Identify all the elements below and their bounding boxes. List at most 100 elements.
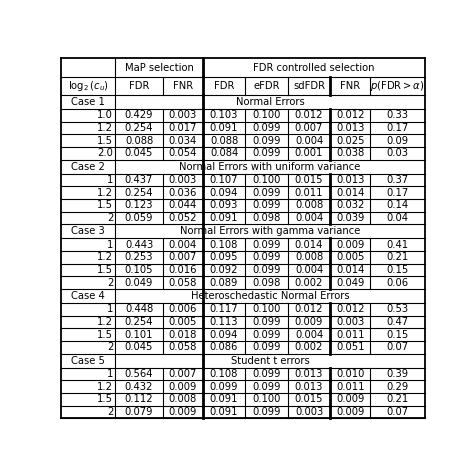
Text: 0.17: 0.17 xyxy=(386,123,409,133)
Text: 0.437: 0.437 xyxy=(125,175,153,185)
Text: 0.009: 0.009 xyxy=(336,240,365,250)
Text: 0.016: 0.016 xyxy=(168,265,197,275)
Text: 0.009: 0.009 xyxy=(169,382,197,392)
Text: 1.2: 1.2 xyxy=(97,123,113,133)
Text: 0.099: 0.099 xyxy=(252,123,281,133)
Text: 1: 1 xyxy=(107,304,113,314)
Text: 0.011: 0.011 xyxy=(336,382,365,392)
Text: 0.094: 0.094 xyxy=(210,329,238,340)
Text: 0.051: 0.051 xyxy=(336,342,365,352)
Text: 0.091: 0.091 xyxy=(210,394,238,405)
Text: 0.001: 0.001 xyxy=(295,148,323,159)
Text: 0.099: 0.099 xyxy=(252,136,281,146)
Text: Case 4: Case 4 xyxy=(72,291,105,301)
Text: Student t errors: Student t errors xyxy=(231,355,310,366)
Text: 0.099: 0.099 xyxy=(252,382,281,392)
Text: Case 5: Case 5 xyxy=(71,355,105,366)
Text: 0.012: 0.012 xyxy=(295,110,323,120)
Text: 0.47: 0.47 xyxy=(386,317,409,327)
Text: 0.010: 0.010 xyxy=(336,369,365,379)
Text: 0.21: 0.21 xyxy=(386,394,409,405)
Text: 1: 1 xyxy=(107,369,113,379)
Text: 0.15: 0.15 xyxy=(386,329,409,340)
Text: 0.004: 0.004 xyxy=(169,240,197,250)
Text: 0.044: 0.044 xyxy=(169,201,197,211)
Text: 0.014: 0.014 xyxy=(295,240,323,250)
Text: 0.108: 0.108 xyxy=(210,240,238,250)
Text: 2: 2 xyxy=(107,278,113,287)
Text: 0.039: 0.039 xyxy=(336,213,365,223)
Text: 0.092: 0.092 xyxy=(210,265,238,275)
Text: 0.004: 0.004 xyxy=(295,265,323,275)
Text: 0.03: 0.03 xyxy=(387,148,409,159)
Text: 0.006: 0.006 xyxy=(169,304,197,314)
Text: 0.113: 0.113 xyxy=(210,317,238,327)
Text: Case 1: Case 1 xyxy=(71,97,105,107)
Text: FDR: FDR xyxy=(214,81,234,91)
Text: 0.41: 0.41 xyxy=(386,240,409,250)
Text: 0.099: 0.099 xyxy=(252,148,281,159)
Text: FDR controlled selection: FDR controlled selection xyxy=(253,63,374,73)
Text: 0.032: 0.032 xyxy=(336,201,365,211)
Text: 0.052: 0.052 xyxy=(168,213,197,223)
Text: 2.0: 2.0 xyxy=(97,148,113,159)
Text: 0.254: 0.254 xyxy=(125,317,153,327)
Text: $\log_2(c_u)$: $\log_2(c_u)$ xyxy=(68,79,109,93)
Text: 0.429: 0.429 xyxy=(125,110,153,120)
Text: 0.012: 0.012 xyxy=(336,110,365,120)
Text: 0.564: 0.564 xyxy=(125,369,153,379)
Text: 0.002: 0.002 xyxy=(295,278,323,287)
Text: 0.432: 0.432 xyxy=(125,382,153,392)
Text: 0.034: 0.034 xyxy=(169,136,197,146)
Text: 1: 1 xyxy=(107,240,113,250)
Text: 0.254: 0.254 xyxy=(125,188,153,198)
Text: 0.059: 0.059 xyxy=(125,213,153,223)
Text: 0.04: 0.04 xyxy=(387,213,409,223)
Text: 0.007: 0.007 xyxy=(169,253,197,262)
Text: 0.089: 0.089 xyxy=(210,278,238,287)
Text: 1.2: 1.2 xyxy=(97,188,113,198)
Text: 2: 2 xyxy=(107,407,113,417)
Text: 0.013: 0.013 xyxy=(336,123,365,133)
Text: Case 3: Case 3 xyxy=(72,227,105,236)
Text: 0.015: 0.015 xyxy=(295,394,323,405)
Text: 0.049: 0.049 xyxy=(336,278,365,287)
Text: 0.013: 0.013 xyxy=(295,382,323,392)
Text: 0.37: 0.37 xyxy=(386,175,409,185)
Text: 0.011: 0.011 xyxy=(295,188,323,198)
Text: 0.117: 0.117 xyxy=(210,304,238,314)
Text: 1.5: 1.5 xyxy=(97,329,113,340)
Text: FNR: FNR xyxy=(173,81,193,91)
Text: 0.29: 0.29 xyxy=(386,382,409,392)
Text: 0.012: 0.012 xyxy=(295,304,323,314)
Text: 0.099: 0.099 xyxy=(252,407,281,417)
Text: Normal Errors with uniform variance: Normal Errors with uniform variance xyxy=(179,162,361,172)
Text: 0.06: 0.06 xyxy=(386,278,409,287)
Text: 1.2: 1.2 xyxy=(97,253,113,262)
Text: FDR: FDR xyxy=(129,81,149,91)
Text: 0.448: 0.448 xyxy=(125,304,153,314)
Text: 0.123: 0.123 xyxy=(125,201,153,211)
Text: 2: 2 xyxy=(107,213,113,223)
Text: 0.100: 0.100 xyxy=(252,394,281,405)
Text: 0.038: 0.038 xyxy=(336,148,365,159)
Text: 0.088: 0.088 xyxy=(125,136,153,146)
Text: 1: 1 xyxy=(107,175,113,185)
Text: 1.5: 1.5 xyxy=(97,394,113,405)
Text: 0.07: 0.07 xyxy=(386,342,409,352)
Text: 0.39: 0.39 xyxy=(386,369,409,379)
Text: 0.253: 0.253 xyxy=(125,253,153,262)
Text: 0.003: 0.003 xyxy=(295,407,323,417)
Text: 0.003: 0.003 xyxy=(169,175,197,185)
Text: Case 2: Case 2 xyxy=(71,162,105,172)
Text: 0.103: 0.103 xyxy=(210,110,238,120)
Text: 0.025: 0.025 xyxy=(336,136,365,146)
Text: 0.088: 0.088 xyxy=(210,136,238,146)
Text: 0.09: 0.09 xyxy=(386,136,409,146)
Text: 0.101: 0.101 xyxy=(125,329,153,340)
Text: 0.443: 0.443 xyxy=(125,240,153,250)
Text: 0.099: 0.099 xyxy=(252,265,281,275)
Text: 0.045: 0.045 xyxy=(125,148,153,159)
Text: Normal Errors: Normal Errors xyxy=(236,97,304,107)
Text: 0.14: 0.14 xyxy=(386,201,409,211)
